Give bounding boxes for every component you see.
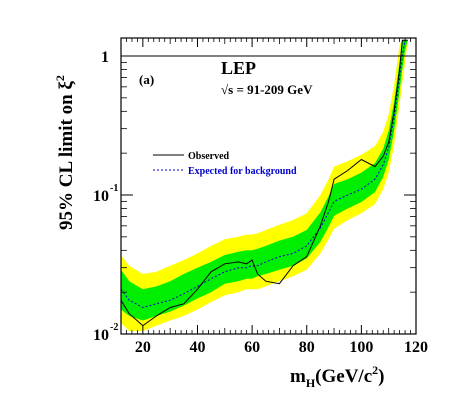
legend-observed-label: Observed xyxy=(188,151,230,162)
lines-layer xyxy=(121,39,416,327)
y-tick-exponent: -2 xyxy=(110,322,118,333)
x-tick-label: 40 xyxy=(189,339,205,356)
panel-label: (a) xyxy=(139,72,154,87)
series-expected xyxy=(121,39,408,309)
x-tick-label: 100 xyxy=(349,339,373,356)
legend: Observed Expected for background xyxy=(153,151,297,177)
x-tick-label: 120 xyxy=(404,339,428,356)
y-axis-label: 95% CL limit on ξ2 xyxy=(53,75,77,230)
x-axis-label: mH(GeV/c2) xyxy=(290,363,384,390)
y-tick-label: 10 xyxy=(93,188,109,205)
band-1sigma xyxy=(121,40,408,321)
x-tick-label: 80 xyxy=(299,339,315,356)
y-tick-label: 10 xyxy=(93,327,109,344)
x-axis-label-rest: (GeV/c xyxy=(315,366,372,387)
y-axis-label-main: 95% CL limit on ξ xyxy=(56,81,77,230)
y-axis-label-sup: 2 xyxy=(53,75,67,81)
series-observed xyxy=(121,39,408,327)
x-axis-label-sup: 2 xyxy=(372,363,378,377)
x-tick-label: 20 xyxy=(135,339,151,356)
y-tick-exponent: -1 xyxy=(110,183,118,194)
bands-layer xyxy=(121,40,408,332)
x-tick-label: 60 xyxy=(244,339,260,356)
x-axis-label-close: ) xyxy=(378,366,384,387)
x-axis-label-main: m xyxy=(290,366,306,387)
energy-label: √s = 91-209 GeV xyxy=(221,82,313,97)
x-axis-label-sub: H xyxy=(306,376,316,390)
legend-expected-label: Expected for background xyxy=(188,166,297,177)
experiment-label: LEP xyxy=(221,58,256,78)
y-tick-label: 1 xyxy=(101,49,109,66)
band-2sigma xyxy=(121,40,408,332)
